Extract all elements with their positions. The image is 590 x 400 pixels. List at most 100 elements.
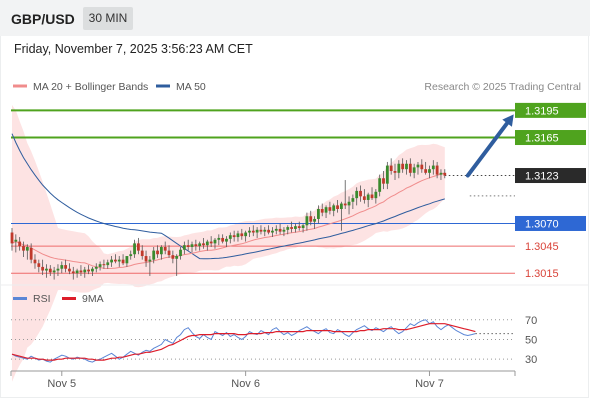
- candle: [244, 230, 248, 242]
- legend-swatch-0: [13, 84, 27, 88]
- candle: [428, 165, 431, 179]
- candle: [294, 223, 297, 233]
- candle-body: [221, 237, 225, 242]
- candle: [336, 199, 339, 213]
- candle: [282, 227, 286, 237]
- candle: [125, 256, 129, 267]
- candle-body: [198, 243, 202, 247]
- candle-body: [424, 169, 428, 173]
- forecast-arrow: [465, 114, 514, 178]
- candle: [332, 203, 336, 217]
- candle: [278, 223, 282, 235]
- candle: [274, 225, 278, 235]
- candle: [286, 225, 290, 235]
- candle-body: [217, 237, 221, 240]
- level-labels: 1.3195 1.3165 1.3123 1.3070 1.3045 1.3015: [515, 102, 586, 280]
- candle: [60, 261, 64, 274]
- candle-body: [37, 263, 41, 267]
- candle-body: [317, 209, 320, 219]
- candle-body: [405, 163, 408, 170]
- candle-body: [286, 227, 290, 230]
- legend-swatch-1: [156, 84, 170, 88]
- candle-body: [156, 250, 159, 255]
- candle-body: [416, 164, 420, 168]
- rsi-tick-50: 50: [525, 334, 537, 346]
- candle: [255, 227, 259, 238]
- rsi-tick-30: 30: [525, 354, 537, 366]
- candle: [156, 245, 159, 258]
- candle: [202, 237, 205, 249]
- candle-body: [18, 241, 22, 247]
- candle-body: [110, 259, 113, 263]
- candle: [198, 241, 202, 251]
- level-pivot-1-3070-tag: [515, 215, 586, 231]
- candle-body: [45, 268, 48, 271]
- bollinger-band-area: [12, 105, 445, 382]
- candle-body: [29, 247, 33, 260]
- x-axis: Nov 5 Nov 6 Nov 7: [10, 370, 516, 390]
- candle: [351, 194, 355, 209]
- rsi-ma-line: [11, 323, 476, 361]
- candle: [190, 241, 194, 253]
- candle: [91, 266, 94, 276]
- candle: [309, 210, 313, 226]
- candle-body: [274, 228, 278, 231]
- candle: [182, 241, 186, 255]
- candle-body: [52, 270, 56, 273]
- candle: [366, 192, 370, 208]
- candle: [290, 221, 293, 233]
- candle: [313, 216, 316, 229]
- x-tick-label-1: Nov 6: [231, 378, 260, 390]
- interval-button[interactable]: 30 MIN: [83, 7, 133, 30]
- candle-body: [87, 269, 90, 272]
- rsi-tick-70: 70: [525, 315, 537, 327]
- candle: [45, 264, 48, 278]
- candle: [18, 237, 22, 251]
- candle: [186, 239, 190, 251]
- candle: [106, 259, 110, 269]
- candle: [144, 250, 148, 267]
- candle: [251, 225, 255, 237]
- candle: [133, 239, 136, 258]
- candle-body: [347, 201, 351, 206]
- level-resistance-1-3165-tag: [515, 130, 586, 146]
- candle-body: [393, 171, 397, 173]
- candle-body: [309, 216, 313, 222]
- candle-body: [443, 172, 447, 176]
- candle: [412, 163, 416, 179]
- candle-body: [10, 232, 14, 244]
- candle-body: [301, 225, 305, 228]
- candle: [393, 163, 397, 181]
- candle: [389, 158, 393, 175]
- candle: [297, 221, 301, 231]
- candle: [25, 244, 29, 260]
- candle-body: [263, 229, 267, 232]
- candle: [22, 241, 25, 257]
- candle-body: [236, 233, 240, 238]
- candle: [221, 234, 225, 244]
- candle-body: [362, 196, 366, 200]
- candle-body: [136, 243, 140, 251]
- candle-body: [133, 243, 136, 255]
- candle: [148, 256, 152, 276]
- candle: [64, 259, 68, 273]
- candle: [435, 161, 439, 179]
- candle-body: [60, 265, 64, 269]
- instrument-title: GBP/USD: [11, 11, 75, 27]
- ma50-line: [11, 133, 445, 260]
- candle: [439, 169, 443, 181]
- candle: [359, 185, 362, 202]
- candle: [110, 256, 113, 267]
- candle-body: [305, 216, 309, 226]
- candle: [56, 264, 60, 276]
- level-resistance-1-3195-tag: [515, 102, 586, 118]
- candle: [71, 266, 75, 280]
- candle: [374, 189, 378, 204]
- candle-body: [186, 245, 190, 247]
- price-legend: MA 20 + Bollinger Bands MA 50 Research © 2…: [13, 81, 581, 93]
- candle-body: [297, 226, 301, 228]
- candle-body: [167, 250, 171, 256]
- candle-body: [259, 229, 263, 232]
- level-current-1-3123-tag: [515, 168, 586, 184]
